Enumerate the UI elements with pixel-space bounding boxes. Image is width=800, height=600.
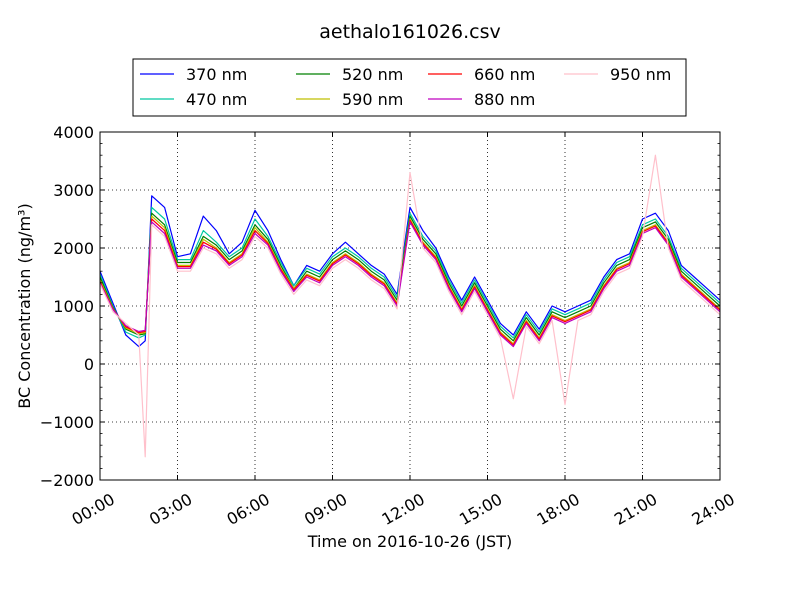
legend-label: 590 nm (342, 90, 403, 109)
legend-label: 520 nm (342, 65, 403, 84)
legend-label: 470 nm (186, 90, 247, 109)
series-line-370-nm (99, 195, 721, 348)
y-tick-label: 3000 (53, 181, 94, 200)
y-tick-label: 0 (84, 355, 94, 374)
series-line-950-nm (99, 154, 721, 458)
legend-label: 660 nm (474, 65, 535, 84)
y-tick-label: 2000 (53, 239, 94, 258)
series-layer (99, 154, 721, 458)
y-tick-label: 1000 (53, 297, 94, 316)
y-tick-label: 4000 (53, 123, 94, 142)
series-line-880-nm (99, 221, 721, 348)
legend-label: 950 nm (610, 65, 671, 84)
legend-label: 880 nm (474, 90, 535, 109)
legend-label: 370 nm (186, 65, 247, 84)
y-tick-label: −1000 (40, 413, 94, 432)
chart-title: aethalo161026.csv (319, 21, 501, 43)
y-tick-label: −2000 (40, 471, 94, 490)
legend: 370 nm 470 nm 520 nm 590 nm 660 nm 880 nm 950 … (132, 58, 687, 117)
y-axis-ticks: −2000 −1000 0 1000 2000 3000 4000 (40, 123, 720, 490)
legend-box (132, 58, 687, 117)
x-axis-label: Time on 2016-10-26 (JST) (307, 532, 512, 551)
y-axis-label: BC Concentration (ng/m³) (15, 203, 34, 408)
